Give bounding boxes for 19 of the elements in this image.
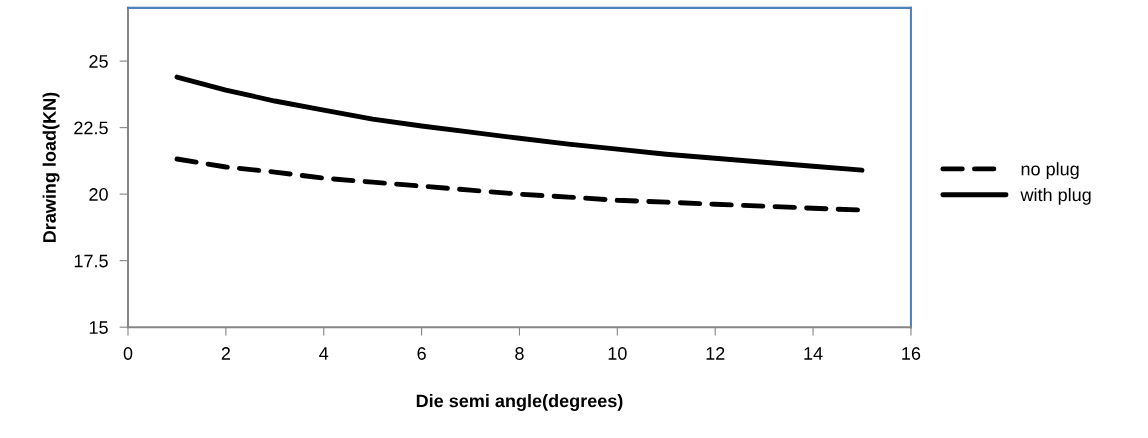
y-tick-label: 20 xyxy=(89,188,108,201)
line-series xyxy=(174,74,865,173)
x-tick-label: 8 xyxy=(515,347,524,360)
legend-label: with plug xyxy=(1020,188,1091,205)
x-tick-label: 12 xyxy=(706,347,725,360)
x-tick-label: 0 xyxy=(123,347,133,360)
x-tick-label: 4 xyxy=(319,347,329,360)
y-tick-label: 17.5 xyxy=(74,254,108,268)
x-axis-title: Die semi angle(degrees) xyxy=(416,394,623,411)
x-tick-label: 16 xyxy=(902,347,921,360)
x-tick-label: 2 xyxy=(221,347,230,360)
y-tick-label: 22.5 xyxy=(74,121,108,135)
y-axis-title: Drawing load(KN) xyxy=(42,92,60,243)
x-tick-label: 10 xyxy=(608,347,627,360)
y-tick-label: 25 xyxy=(89,55,108,68)
y-tick-label: 15 xyxy=(89,321,108,334)
legend-label: no plug xyxy=(1021,162,1079,179)
x-tick-label: 6 xyxy=(417,347,426,360)
x-tick-label: 14 xyxy=(804,347,823,360)
